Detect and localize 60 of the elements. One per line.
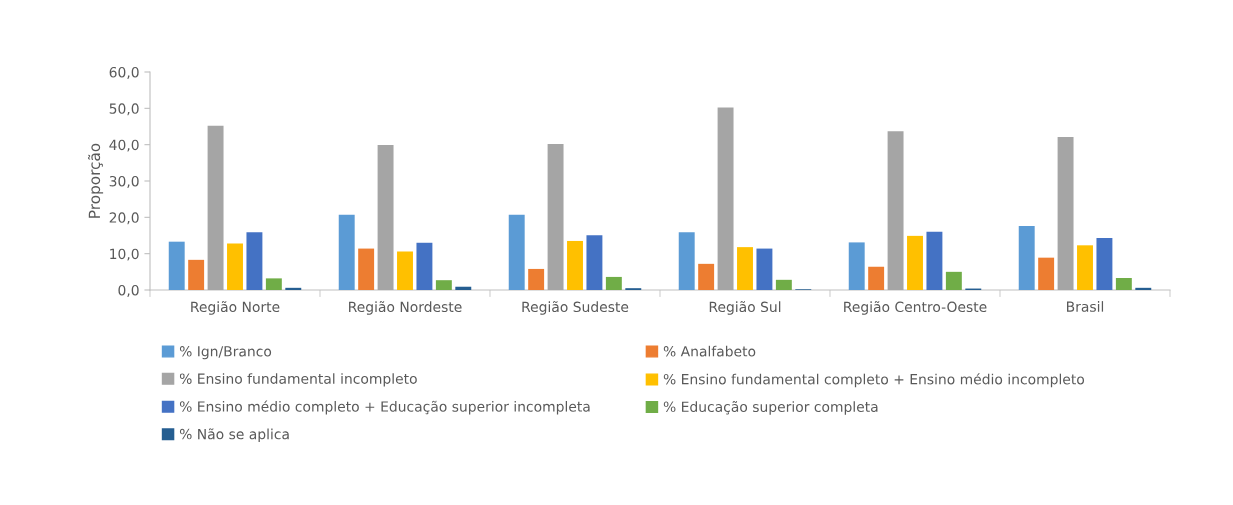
legend-label: % Educação superior completa	[663, 401, 878, 415]
bar	[188, 259, 205, 290]
bar	[508, 214, 525, 290]
bar	[435, 280, 452, 290]
y-tick-label: 40,0	[109, 139, 139, 152]
y-tick-label: 60,0	[109, 66, 139, 79]
bar	[1038, 257, 1055, 290]
bar	[605, 276, 622, 290]
bar	[737, 247, 753, 290]
x-tick-label: Região Centro-Oeste	[844, 301, 987, 315]
bar	[397, 251, 413, 290]
bar	[1018, 226, 1035, 290]
bar	[246, 232, 263, 290]
bar	[698, 263, 715, 290]
bar	[547, 143, 564, 290]
bar	[567, 240, 583, 290]
x-tick-label: Brasil	[1067, 301, 1104, 312]
legend-label: % Ign/Branco	[179, 346, 272, 360]
x-tick-label: Região Nordeste	[349, 301, 462, 315]
x-tick-label: Região Sul	[709, 301, 781, 315]
bar	[416, 242, 433, 290]
bar	[848, 242, 865, 290]
bar	[756, 248, 773, 290]
legend-label: % Ensino fundamental completo + Ensino médio incompleto	[663, 373, 1085, 388]
y-tick-label: 0,0	[118, 284, 139, 297]
x-tick-label: Região Sudeste	[522, 301, 629, 315]
bar	[528, 268, 545, 290]
bar	[265, 278, 282, 290]
bar	[775, 279, 792, 290]
y-tick-label: 50,0	[109, 103, 139, 116]
bar	[1096, 238, 1113, 290]
y-tick-label: 10,0	[110, 248, 139, 261]
bar	[945, 271, 962, 290]
y-axis-title: Proporção	[88, 143, 104, 218]
bar	[168, 241, 185, 290]
legend-label: % Analfabeto	[663, 345, 756, 357]
bar	[926, 231, 943, 290]
x-tick-label: Região Norte	[191, 301, 280, 315]
bar	[868, 266, 885, 290]
bar	[586, 235, 603, 290]
bar	[1135, 287, 1152, 290]
bar	[377, 145, 394, 290]
bar	[678, 232, 695, 290]
bar	[455, 286, 472, 290]
bar	[207, 125, 224, 290]
bar	[1077, 245, 1093, 290]
y-tick-label: 30,0	[109, 175, 139, 188]
y-tick-label: 20,0	[109, 212, 139, 225]
legend-label: % Ensino fundamental incompleto	[179, 373, 417, 387]
bar	[887, 131, 904, 290]
bar	[338, 214, 355, 290]
bar	[227, 243, 243, 290]
bar	[717, 107, 734, 290]
bar	[285, 287, 302, 290]
legend-label: % Não se aplica	[179, 428, 289, 443]
bar	[907, 235, 923, 290]
legend-label: % Ensino médio completo + Educação superior incompleta	[179, 400, 590, 415]
bar	[1115, 278, 1132, 290]
bar	[358, 248, 375, 290]
bar	[1057, 137, 1074, 290]
